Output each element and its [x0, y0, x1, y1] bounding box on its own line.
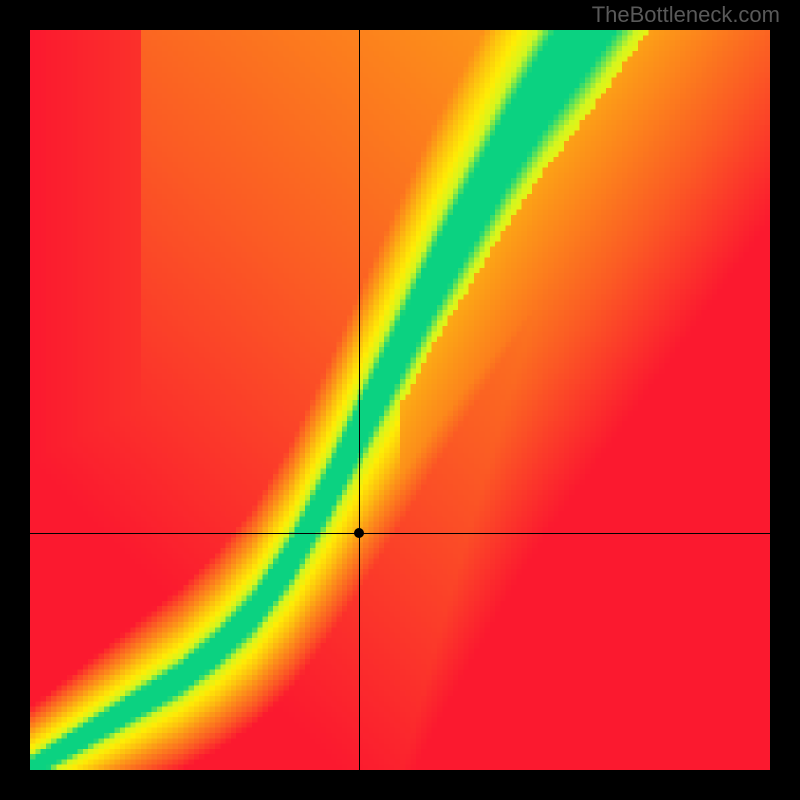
bottleneck-heatmap [30, 30, 770, 770]
crosshair-horizontal [30, 533, 770, 534]
watermark-text: TheBottleneck.com [592, 2, 780, 28]
crosshair-dot [354, 528, 364, 538]
crosshair-vertical [359, 30, 360, 770]
plot-area [30, 30, 770, 770]
